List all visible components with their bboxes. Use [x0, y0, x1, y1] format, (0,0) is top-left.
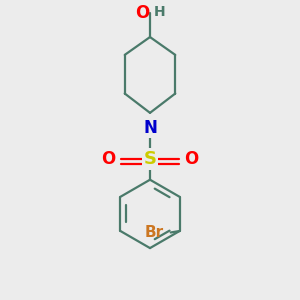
Text: H: H: [154, 5, 165, 19]
Text: N: N: [143, 119, 157, 137]
Text: O: O: [184, 150, 198, 168]
Text: S: S: [143, 150, 157, 168]
Text: Br: Br: [144, 225, 163, 240]
Text: O: O: [135, 4, 149, 22]
Text: O: O: [102, 150, 116, 168]
